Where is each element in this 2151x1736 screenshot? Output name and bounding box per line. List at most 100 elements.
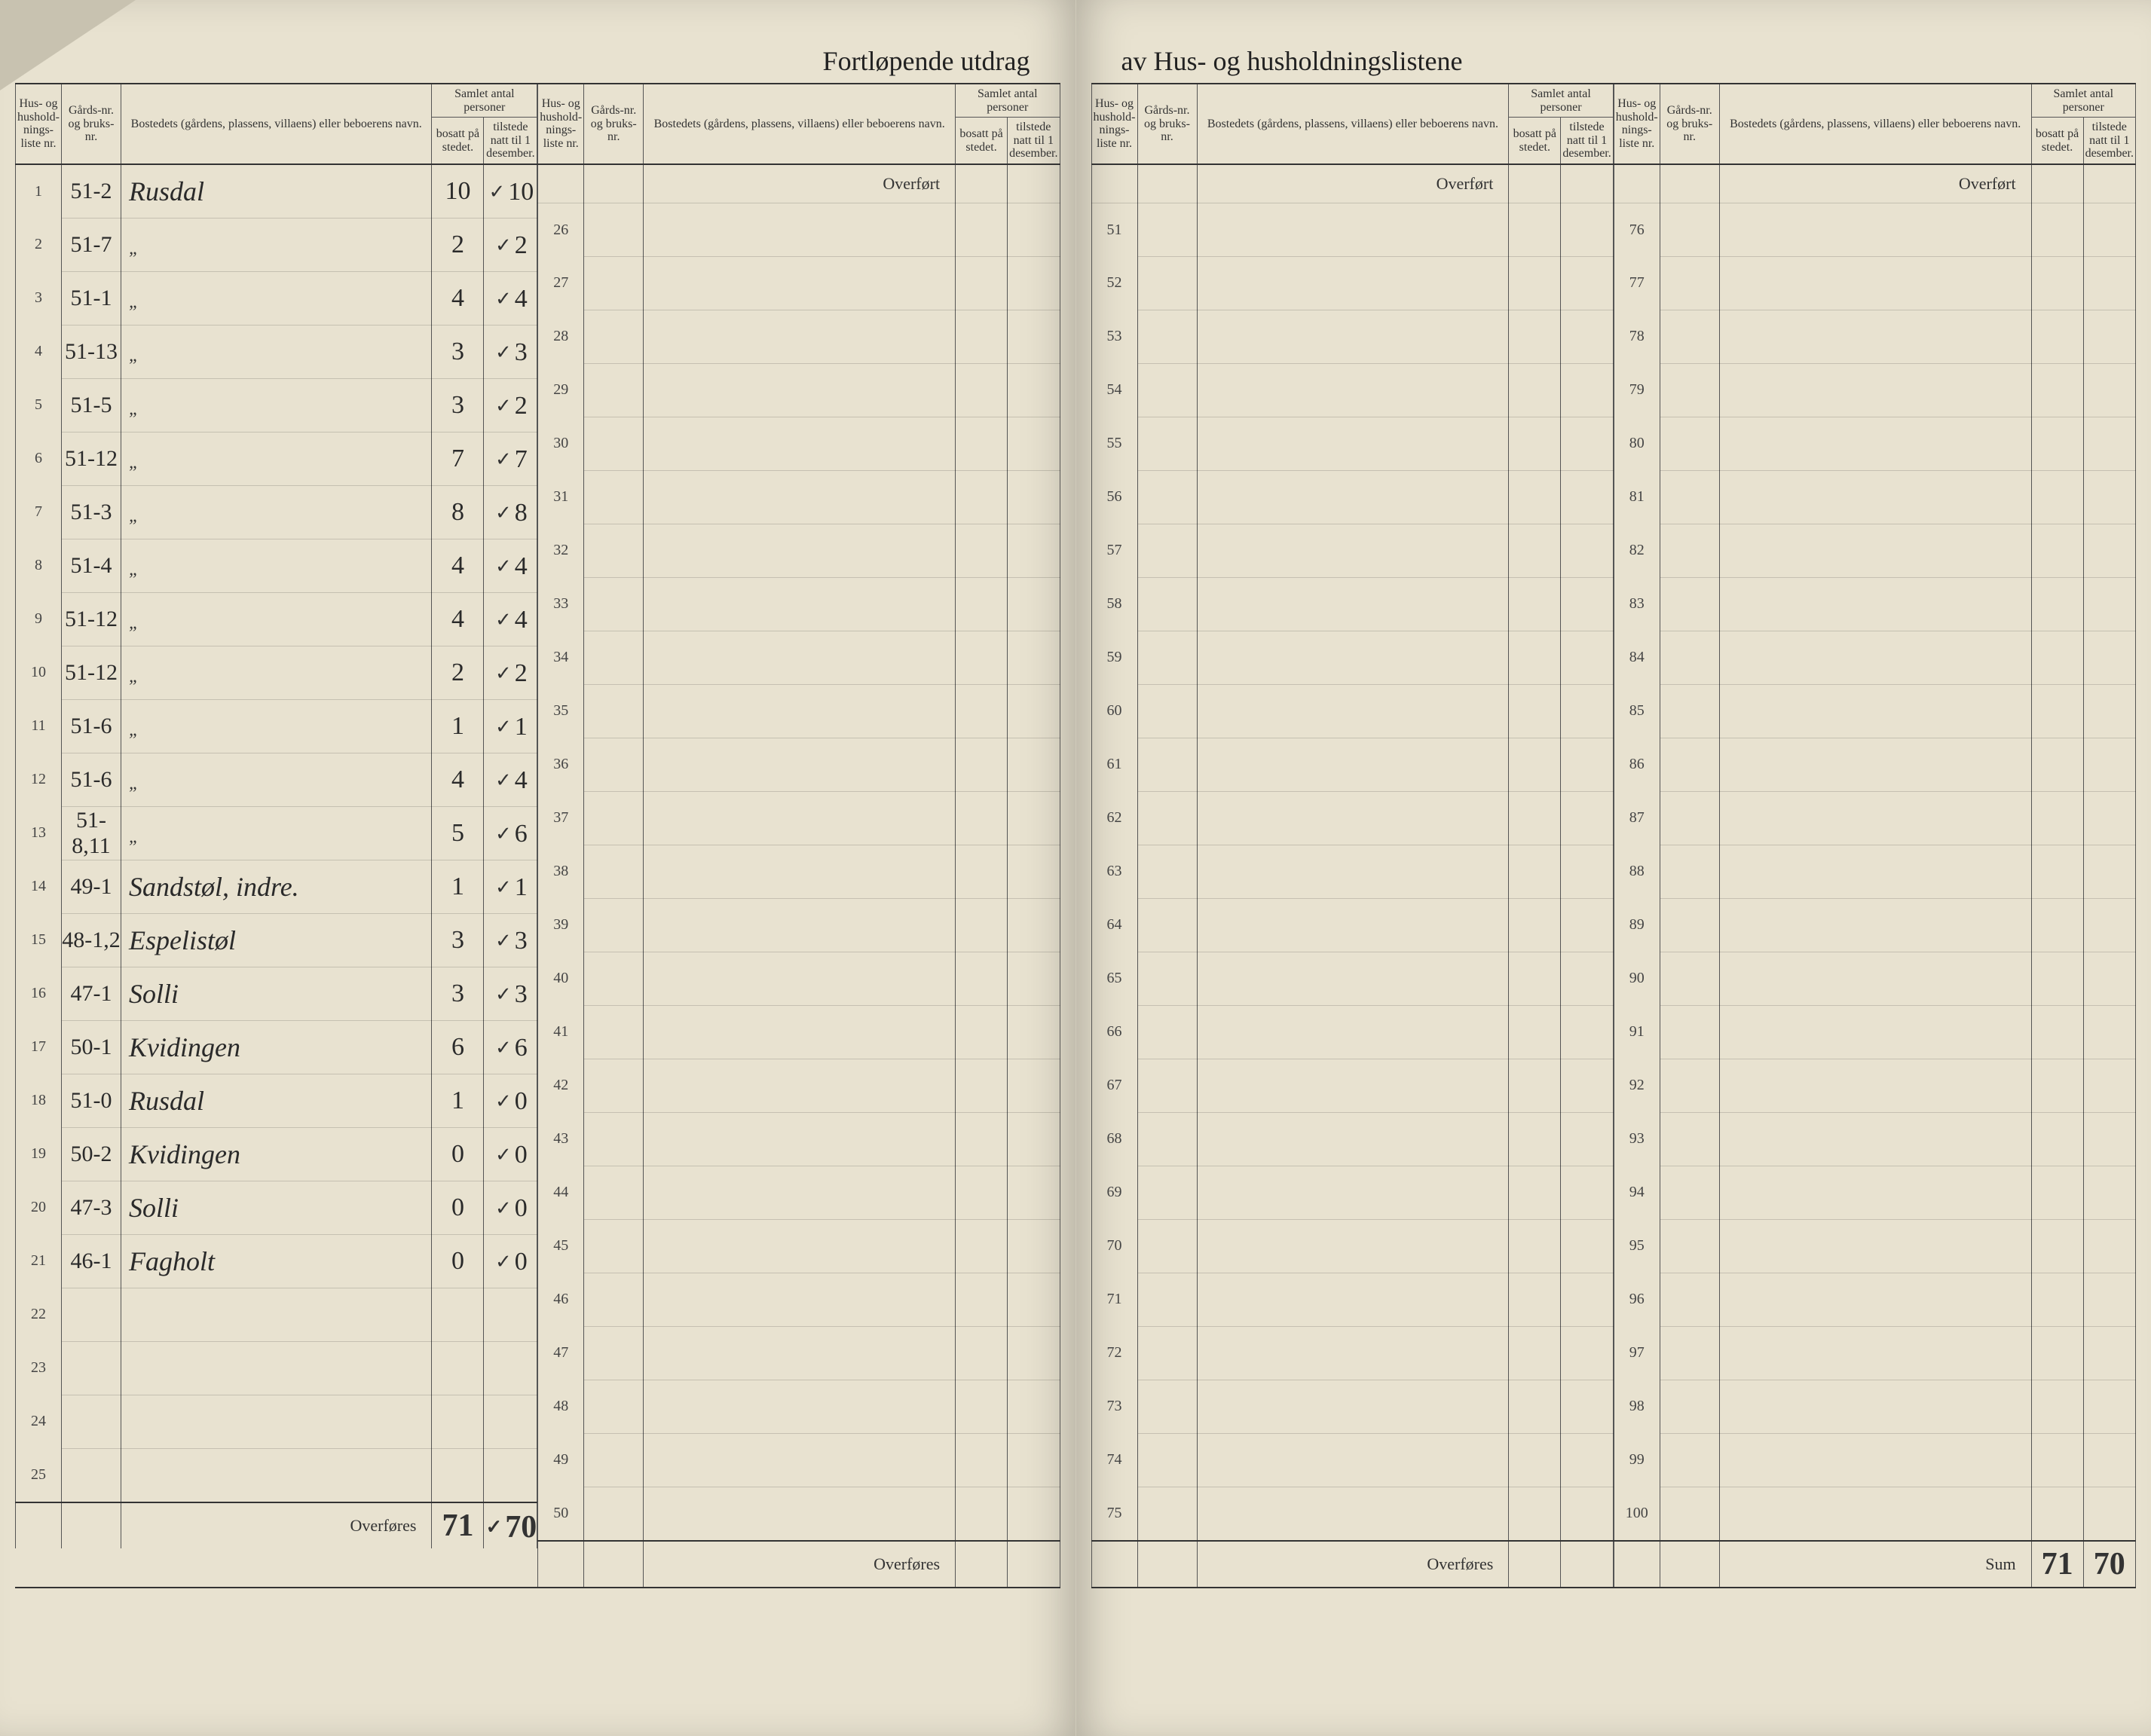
cell-bosted: „ [121, 325, 432, 378]
table-row: 4 51-13 „ 3 ✓3 [16, 325, 537, 378]
cell-bosatt [2031, 1380, 2083, 1433]
cell-gard [1660, 738, 1719, 791]
cell-bosatt [1509, 845, 1561, 898]
cell-bosted [1197, 1166, 1509, 1219]
table-row: 47 [538, 1326, 1060, 1380]
cell-bosted: „ [121, 592, 432, 646]
row-number: 72 [1091, 1326, 1137, 1380]
cell-bosatt [2031, 1487, 2083, 1541]
row-number: 67 [1091, 1059, 1137, 1112]
cell-tilstede [2083, 417, 2135, 470]
cell-gard [1137, 203, 1197, 256]
cell-tilstede [1008, 310, 1060, 363]
cell-tilstede [1008, 1166, 1060, 1219]
cell-bosted: Fagholt [121, 1234, 432, 1288]
cell-tilstede [2083, 310, 2135, 363]
cell-tilstede [1561, 417, 1613, 470]
row-number: 27 [538, 256, 584, 310]
row-number: 33 [538, 577, 584, 631]
row-number: 47 [538, 1326, 584, 1380]
cell-bosatt: 5 [432, 806, 484, 860]
table-row: 15 48-1,2 Espelistøl 3 ✓3 [16, 913, 537, 967]
table-row: 7 51-3 „ 8 ✓8 [16, 485, 537, 539]
right-page: av Hus- og husholdningslistene Hus- og h… [1076, 0, 2151, 1736]
table-row: 3 51-1 „ 4 ✓4 [16, 271, 537, 325]
row-number: 29 [538, 363, 584, 417]
table-row: 23 [16, 1341, 537, 1395]
cell-bosted [1197, 1219, 1509, 1273]
cell-gard [62, 1288, 121, 1341]
cell-bosted [1719, 898, 2031, 952]
row-number: 100 [1614, 1487, 1660, 1541]
cell-bosted [1197, 1326, 1509, 1380]
cell-bosatt [1509, 738, 1561, 791]
ledger-table: Hus- og hushold-nings-liste nr. Gårds-nr… [1091, 84, 1614, 1587]
cell-bosatt: 0 [432, 1234, 484, 1288]
row-number: 11 [16, 699, 62, 753]
left-half: Hus- og hushold-nings-liste nr. Gårds-nr… [15, 83, 1060, 1588]
cell-gard [1660, 203, 1719, 256]
row-number: 75 [1091, 1487, 1137, 1541]
cell-tilstede [1561, 1326, 1613, 1380]
cell-tilstede [1008, 845, 1060, 898]
cell-gard: 51-3 [62, 485, 121, 539]
footer-tilstede: ✓70 [484, 1502, 537, 1548]
cell-tilstede [1561, 791, 1613, 845]
row-number: 68 [1091, 1112, 1137, 1166]
cell-bosted [1197, 363, 1509, 417]
right-half: Hus- og hushold-nings-liste nr. Gårds-nr… [1091, 83, 2137, 1588]
row-number: 90 [1614, 952, 1660, 1005]
cell-bosted [1197, 952, 1509, 1005]
row-number: 21 [16, 1234, 62, 1288]
cell-gard [584, 524, 644, 577]
cell-tilstede [1008, 1380, 1060, 1433]
table-row: 54 [1091, 363, 1613, 417]
cell-gard: 51-6 [62, 753, 121, 806]
cell-bosted: Solli [121, 967, 432, 1020]
cell-tilstede [2083, 684, 2135, 738]
cell-bosatt [1509, 1380, 1561, 1433]
table-row: 48 [538, 1380, 1060, 1433]
cell-bosatt [2031, 363, 2083, 417]
cell-gard: 51-13 [62, 325, 121, 378]
row-number: 4 [16, 325, 62, 378]
cell-bosatt [1509, 1219, 1561, 1273]
table-row: 93 [1614, 1112, 2135, 1166]
row-number: 17 [16, 1020, 62, 1074]
cell-tilstede: ✓3 [484, 913, 537, 967]
table-row: 56 [1091, 470, 1613, 524]
cell-bosatt [956, 791, 1008, 845]
cell-bosatt [956, 845, 1008, 898]
cell-tilstede [1008, 1059, 1060, 1112]
cell-gard [584, 1112, 644, 1166]
table-row: 51 [1091, 203, 1613, 256]
row-number: 69 [1091, 1166, 1137, 1219]
cell-bosted: „ [121, 806, 432, 860]
cell-bosted [1719, 952, 2031, 1005]
row-number: 64 [1091, 898, 1137, 952]
row-number: 49 [538, 1433, 584, 1487]
table-row: 44 [538, 1166, 1060, 1219]
table-row: 84 [1614, 631, 2135, 684]
row-number: 78 [1614, 310, 1660, 363]
table-row: 12 51-6 „ 4 ✓4 [16, 753, 537, 806]
cell-bosatt [2031, 845, 2083, 898]
cell-bosted [1197, 898, 1509, 952]
row-number: 92 [1614, 1059, 1660, 1112]
header-samlet: Samlet antal personer [432, 84, 537, 118]
cell-gard [584, 203, 644, 256]
cell-bosatt [956, 470, 1008, 524]
table-row: 20 47-3 Solli 0 ✓0 [16, 1181, 537, 1234]
cell-gard: 48-1,2 [62, 913, 121, 967]
cell-bosatt [2031, 738, 2083, 791]
table-row: 22 [16, 1288, 537, 1341]
row-number: 12 [16, 753, 62, 806]
cell-gard [1137, 952, 1197, 1005]
row-number: 42 [538, 1059, 584, 1112]
row-number: 6 [16, 432, 62, 485]
cell-bosted [644, 1380, 956, 1433]
cell-bosatt [956, 363, 1008, 417]
cell-bosatt: 0 [432, 1181, 484, 1234]
cell-bosatt [1509, 417, 1561, 470]
cell-bosted [1197, 310, 1509, 363]
